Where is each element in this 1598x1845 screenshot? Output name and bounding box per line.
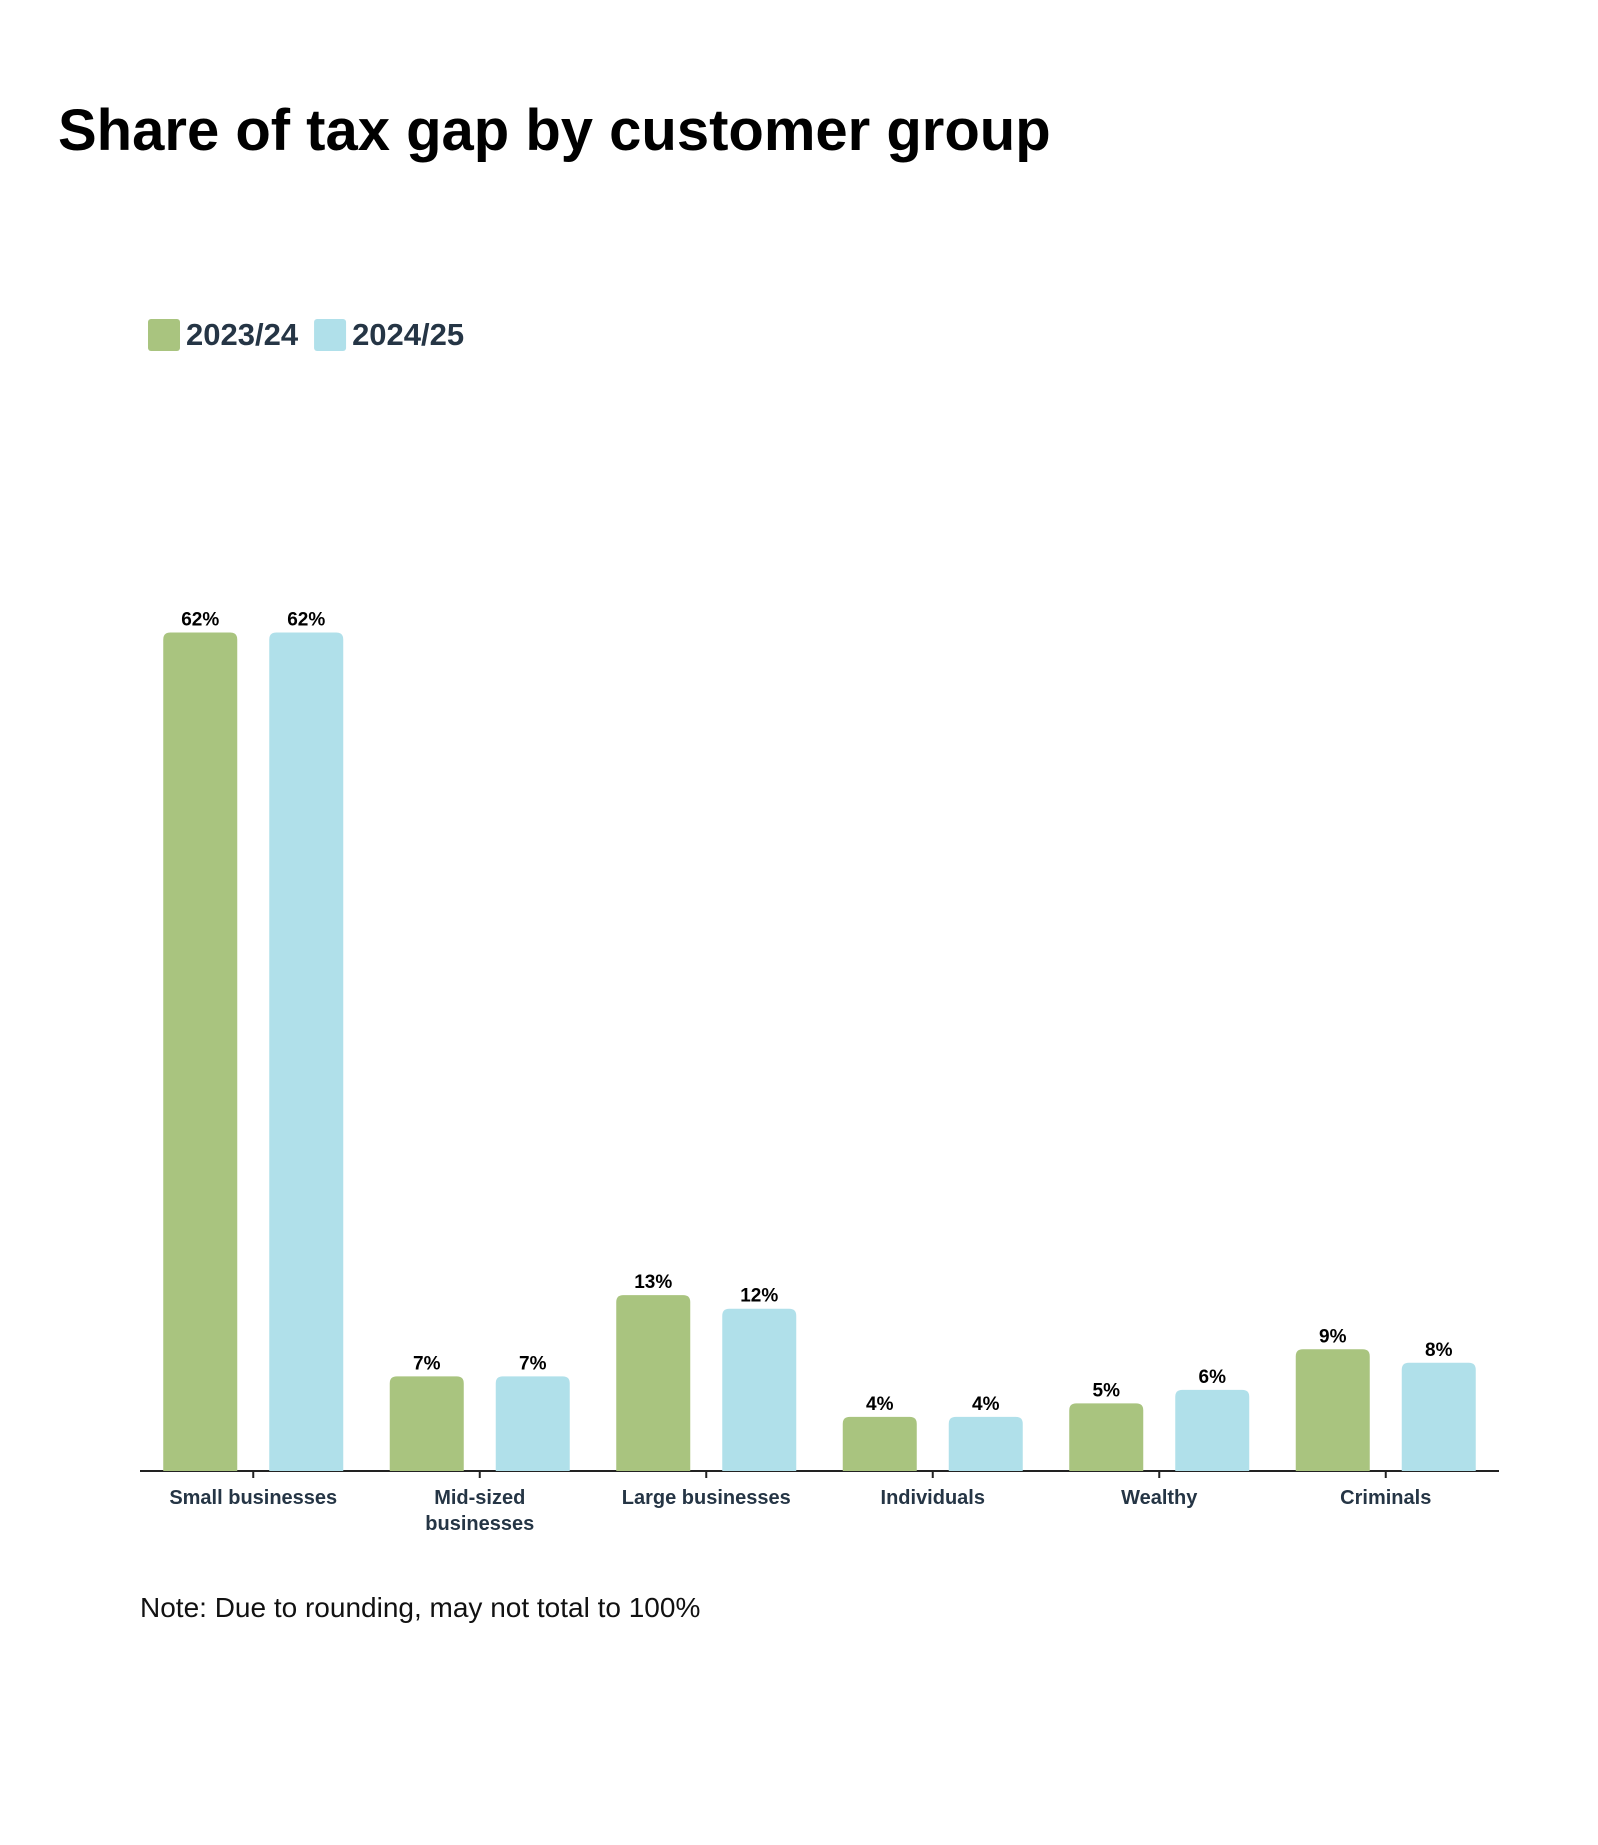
value-label: 62% — [181, 609, 219, 630]
bar — [163, 632, 238, 1471]
bar — [389, 1376, 464, 1471]
bar — [495, 1376, 570, 1471]
value-label: 5% — [1093, 1380, 1121, 1401]
value-label: 4% — [866, 1394, 894, 1415]
value-label: 62% — [287, 609, 325, 630]
x-tick-label: Criminals — [1340, 1487, 1432, 1509]
value-label: 7% — [519, 1353, 547, 1374]
x-tick-label: Small businesses — [169, 1487, 338, 1509]
bar — [1175, 1389, 1250, 1471]
legend-swatch — [148, 319, 180, 351]
value-label: 4% — [972, 1394, 1000, 1415]
legend-label: 2024/25 — [352, 317, 464, 352]
value-label: 7% — [413, 1353, 441, 1374]
x-tick-label: Individuals — [880, 1487, 985, 1509]
value-label: 6% — [1199, 1367, 1227, 1388]
bar — [1295, 1349, 1370, 1471]
bar — [1069, 1403, 1144, 1471]
bar — [269, 632, 344, 1471]
x-tick-label: Mid-sized businesses — [425, 1487, 535, 1535]
x-tick-label: Wealthy — [1121, 1487, 1198, 1509]
note: Note: Due to rounding, may not total to … — [140, 1592, 700, 1623]
bar — [722, 1308, 797, 1471]
value-label: 12% — [740, 1286, 778, 1307]
bar — [842, 1416, 917, 1471]
legend-swatch — [314, 319, 347, 351]
legend-label: 2023/24 — [186, 317, 299, 352]
bar — [1401, 1362, 1476, 1471]
x-tick-label: Large businesses — [621, 1487, 791, 1509]
value-label: 8% — [1425, 1340, 1453, 1361]
bar — [948, 1416, 1023, 1471]
bar — [616, 1295, 691, 1471]
value-label: 13% — [634, 1272, 672, 1293]
chart-title: Share of tax gap by customer group — [58, 98, 1051, 163]
value-label: 9% — [1319, 1326, 1347, 1347]
